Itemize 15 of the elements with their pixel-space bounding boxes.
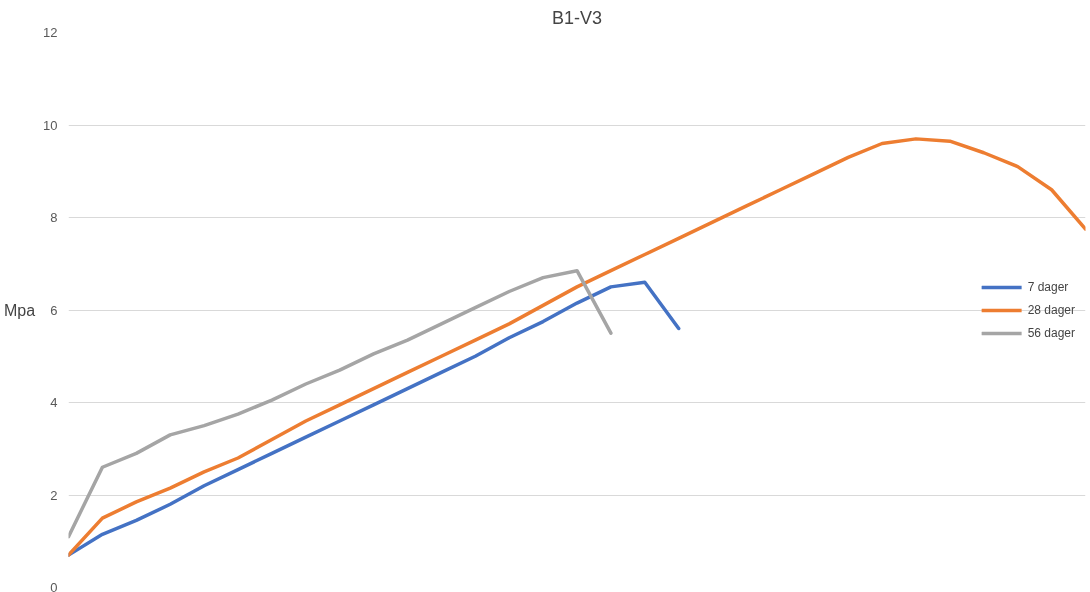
y-axis-title: Mpa (3, 301, 36, 319)
y-tick-label: 12 (43, 25, 58, 40)
line-series (68, 268, 613, 539)
y-tick-label: 0 (50, 580, 58, 592)
line-series (68, 280, 681, 557)
legend-label: 56 dager (1027, 325, 1075, 340)
y-tick-label: 8 (50, 210, 58, 225)
line-series (68, 137, 1086, 557)
y-tick-label: 6 (50, 302, 58, 318)
y-tick-label: 10 (43, 117, 58, 133)
y-tick-label: 4 (50, 395, 58, 410)
chart-title: B1-V3 (551, 7, 603, 28)
legend-label: 7 dager (1027, 279, 1069, 294)
y-tick-label: 2 (50, 487, 58, 503)
legend-label: 28 dager (1027, 302, 1075, 317)
